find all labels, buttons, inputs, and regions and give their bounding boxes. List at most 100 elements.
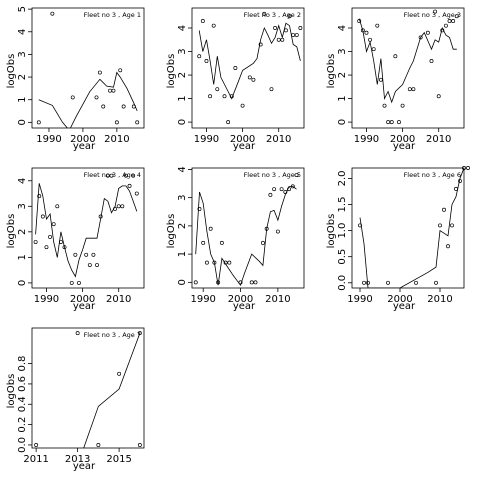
chart-panel-age-6: 1990 2000 2010 0.0 0.5 1.0 1.5 2.0 year logObs Fle… [326, 166, 470, 312]
observation-point [366, 280, 370, 285]
y-tick-label: 0.2 [17, 417, 28, 433]
observation-point [204, 260, 209, 265]
y-tick-label: 0.4 [17, 396, 28, 412]
observation-point [73, 252, 78, 257]
observation-point [407, 87, 412, 92]
observation-point [77, 280, 81, 285]
observation-point [40, 214, 45, 219]
panel-title: Fleet no 3 , Age 6 [404, 171, 461, 179]
observation-point [294, 33, 299, 38]
observation-point [69, 280, 74, 285]
observation-point [44, 245, 49, 250]
y-axis-label: logObs [166, 214, 177, 249]
x-axis-label: year [73, 461, 96, 472]
y-tick-label: 3 [17, 51, 28, 57]
observation-point [33, 240, 38, 244]
observation-point [208, 226, 213, 231]
observation-point [425, 30, 430, 35]
observation-point [364, 30, 369, 35]
observation-point [50, 11, 55, 16]
y-axis-label: logObs [6, 214, 17, 249]
y-tick-label: 4 [177, 166, 188, 172]
plot-frame [191, 167, 305, 289]
observation-point [36, 120, 41, 125]
observation-point [429, 58, 434, 63]
observation-point [294, 173, 299, 178]
y-axis-label: logObs [6, 374, 17, 409]
chart-panel-age-1: 1990 2000 2010 0 1 2 3 4 5 year logObs Fleet no 3 ,… [6, 6, 145, 152]
observation-point [400, 103, 405, 108]
y-tick-label: 2.0 [337, 170, 348, 186]
x-tick-label: 2000 [70, 134, 95, 145]
x-axis-label: year [233, 141, 256, 152]
observation-point [272, 187, 277, 192]
panel-title: Fleet no 3 , Age 7 [84, 331, 141, 339]
observation-point [462, 166, 466, 170]
y-tick-label: 2 [17, 229, 28, 235]
x-tick-label: 2010 [106, 294, 131, 305]
observation-point [466, 166, 470, 170]
observation-point [273, 26, 278, 30]
observation-point [233, 66, 238, 70]
y-tick-label: 0.0 [337, 275, 348, 291]
observation-point [446, 244, 450, 249]
y-tick-label: 0 [337, 119, 348, 125]
y-tick-label: 1 [177, 251, 188, 257]
y-tick-label: 2 [337, 72, 348, 78]
observation-point [127, 183, 132, 188]
observation-point [362, 280, 366, 285]
observation-point [287, 14, 292, 19]
chart-panel-age-7: 2011 2013 2015 0.0 0.2 0.4 0.6 0.8 year logObs Fle… [6, 327, 145, 472]
chart-panel-age-3: 1990 2000 2010 0 1 2 3 4 year logObs Fleet no 3 , … [326, 7, 465, 152]
x-tick-label: 2010 [265, 294, 290, 305]
observation-point [111, 88, 116, 93]
observation-point [386, 280, 390, 285]
observation-point [280, 37, 285, 42]
observation-point [222, 94, 227, 99]
observation-point [116, 204, 121, 209]
observation-point [62, 245, 67, 250]
x-tick-label: 2013 [65, 454, 90, 465]
x-tick-label: 2010 [427, 294, 452, 305]
observation-point [212, 260, 217, 265]
observation-point [134, 191, 139, 196]
observation-point [458, 179, 462, 183]
observation-point [368, 37, 373, 42]
fitted-line [35, 183, 138, 278]
panel-title: Fleet no 3 , Age 5 [244, 171, 301, 179]
y-tick-label: 2 [177, 223, 188, 229]
observation-point [121, 104, 126, 109]
observation-point [454, 186, 458, 191]
observation-point [108, 88, 113, 93]
panel-title: Fleet no 3 , Age 4 [84, 171, 141, 179]
fitted-line [358, 18, 457, 104]
y-tick-label: 4 [337, 25, 348, 31]
observation-point [55, 204, 60, 209]
plot-frame [31, 327, 145, 449]
observation-point [283, 190, 288, 194]
x-tick-label: 1990 [194, 134, 219, 145]
observation-point [268, 192, 273, 197]
observation-point [433, 9, 438, 14]
x-tick-label: 1990 [190, 294, 215, 305]
observation-point [96, 442, 101, 447]
observation-point [287, 187, 292, 192]
y-tick-label: 1 [17, 97, 28, 103]
observation-point [357, 18, 362, 23]
x-tick-label: 2000 [230, 134, 255, 145]
observation-point [440, 28, 445, 33]
observation-point [105, 173, 110, 178]
plot-frame [351, 7, 465, 129]
observation-point [260, 240, 265, 245]
observation-point [375, 23, 380, 28]
observation-point [240, 103, 245, 108]
fitted-line [38, 71, 138, 128]
fitted-line [195, 186, 297, 287]
plot-frame [31, 7, 145, 129]
observation-point [238, 280, 243, 285]
y-tick-label: 3 [17, 203, 28, 209]
x-axis-label: year [393, 301, 416, 312]
observation-point [454, 14, 459, 19]
x-tick-label: 2010 [266, 134, 291, 145]
observation-point [397, 120, 401, 125]
